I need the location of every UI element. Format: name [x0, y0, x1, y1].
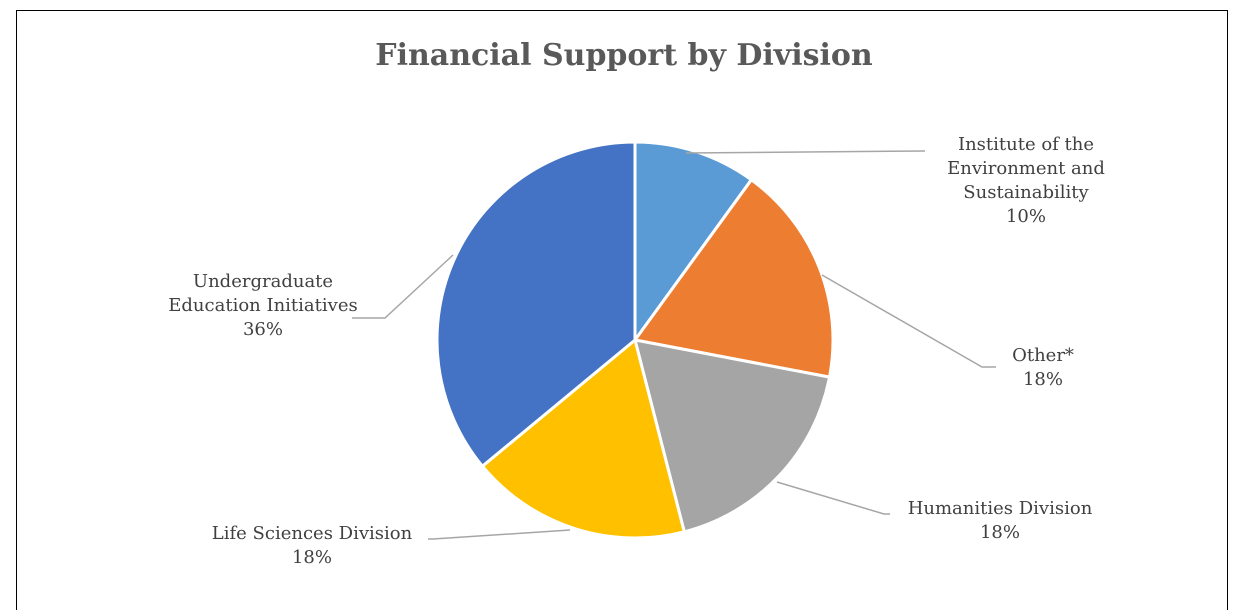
- data-label-category: Undergraduate: [193, 271, 333, 292]
- chart-frame: [16, 10, 1228, 610]
- data-label-percent: 10%: [1006, 206, 1046, 227]
- data-label-category: Institute of the: [958, 134, 1094, 155]
- data-labels: Institute of the Environment and Sustainab…: [168, 134, 1105, 568]
- pie-slice-undergraduate-education-initiatives: [435, 140, 637, 468]
- leader-line: [821, 274, 996, 368]
- leader-line: [685, 150, 926, 154]
- leader-lines: [352, 150, 996, 540]
- leader-line: [352, 254, 454, 319]
- data-label-percent: 36%: [243, 319, 283, 340]
- chart-title: Financial Support by Division: [375, 38, 873, 73]
- data-label-category: Life Sciences Division: [212, 523, 413, 544]
- data-label-category: Environment and: [947, 158, 1105, 179]
- pie-slice-life-sciences-division: [480, 338, 686, 540]
- data-label-percent: 18%: [292, 547, 332, 568]
- leader-line: [776, 481, 890, 515]
- data-label-category: Education Initiatives: [168, 295, 357, 316]
- data-label-category: Humanities Division: [908, 498, 1093, 519]
- data-label-category: Sustainability: [963, 182, 1089, 203]
- pie-slice-institute-of-the-environment-and-sustainability: [633, 140, 753, 342]
- pie-slices: [435, 140, 835, 540]
- data-label: Humanities Division 18%: [908, 498, 1093, 543]
- pie-chart: Institute of the Environment and Sustainab…: [168, 134, 1105, 568]
- data-label-percent: 18%: [980, 522, 1020, 543]
- data-label-percent: 18%: [1023, 369, 1063, 390]
- data-label: Other* 18%: [1012, 345, 1074, 390]
- data-label: Life Sciences Division 18%: [212, 523, 413, 568]
- pie-slice-humanities-division: [633, 338, 831, 534]
- data-label-category: Other*: [1012, 345, 1074, 366]
- pie-slice-other: [633, 178, 835, 379]
- data-label: Undergraduate Education Initiatives 36%: [168, 271, 357, 340]
- data-label: Institute of the Environment and Sustainab…: [947, 134, 1105, 227]
- leader-line: [428, 529, 571, 540]
